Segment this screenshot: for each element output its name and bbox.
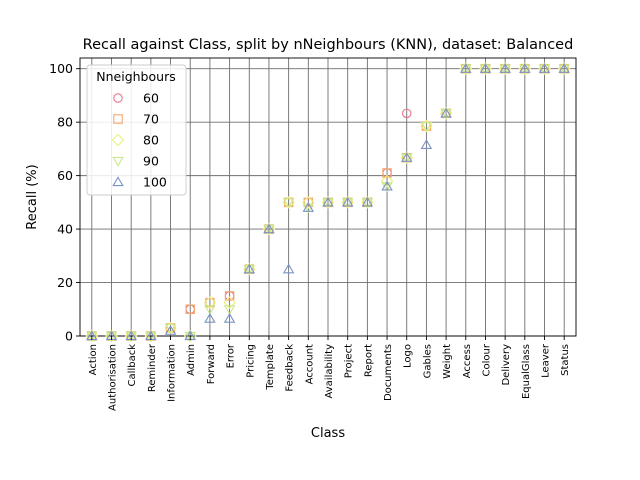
ticks-layer: Action Authorisation Callback Reminder Infor…	[49, 61, 571, 411]
data-point	[302, 202, 315, 212]
x-tick-label: Account	[304, 344, 315, 384]
chart-title: Recall against Class, split by nNeighbou…	[83, 37, 574, 53]
x-tick-label: Pricing	[245, 344, 256, 378]
y-tick-label: 40	[57, 222, 73, 237]
x-tick-label: Leaver	[541, 343, 552, 378]
data-point	[519, 63, 531, 73]
x-tick-label: Admin	[186, 344, 197, 376]
x-tick-label: Authorisation	[107, 344, 118, 411]
x-axis-label: Class	[311, 426, 345, 441]
data-point	[460, 63, 472, 73]
data-point	[382, 168, 392, 178]
legend-marker	[113, 93, 123, 103]
x-tick-label: Logo	[403, 344, 414, 368]
data-point	[303, 197, 314, 208]
data-point	[263, 223, 275, 234]
legend-label: 90	[143, 154, 159, 169]
data-point	[479, 63, 492, 73]
x-tick-label: EqualGlass	[521, 344, 532, 399]
data-point	[401, 108, 412, 119]
data-point	[185, 304, 195, 315]
data-point	[223, 312, 236, 323]
data-point	[223, 296, 236, 309]
data-point	[203, 296, 217, 309]
x-tick-label: Error	[226, 343, 237, 368]
x-tick-label: Reminder	[147, 343, 158, 392]
data-point	[243, 263, 256, 274]
data-point	[223, 305, 236, 315]
legend-label: 70	[143, 112, 159, 127]
x-tick-label: Action	[88, 344, 99, 375]
data-point	[164, 323, 177, 334]
x-tick-label: Information	[167, 344, 178, 402]
legend-label: 80	[143, 133, 159, 148]
y-tick-label: 100	[49, 61, 73, 76]
data-point	[381, 180, 393, 191]
data-point	[361, 196, 374, 207]
legend-label: 60	[143, 91, 159, 106]
x-tick-label: Delivery	[501, 344, 512, 386]
data-point	[224, 291, 235, 301]
x-tick-label: Availability	[324, 344, 335, 399]
data-point	[302, 196, 315, 209]
data-point	[400, 152, 413, 162]
x-tick-label: Documents	[383, 344, 394, 401]
x-tick-label: Access	[462, 344, 473, 378]
series-100	[86, 63, 570, 341]
y-tick-label: 80	[57, 115, 73, 130]
legend: Nneighbours 60 70 80 90 100	[86, 64, 187, 196]
data-point	[420, 139, 433, 150]
legend-title: Nneighbours	[96, 69, 175, 84]
data-point	[420, 122, 433, 132]
data-point	[164, 324, 177, 335]
legend-items: 60 70 80 90 100	[111, 91, 167, 190]
x-tick-label: Status	[560, 344, 571, 376]
data-point	[499, 63, 511, 73]
y-tick-label: 60	[57, 168, 73, 183]
x-tick-label: Colour	[481, 343, 492, 376]
y-axis-label: Recall (%)	[25, 164, 40, 229]
x-tick-label: Weight	[442, 344, 453, 379]
data-point	[322, 196, 334, 207]
data-point	[341, 196, 354, 207]
x-tick-label: Gables	[422, 344, 433, 378]
legend-marker	[112, 176, 124, 187]
points-layer	[85, 62, 571, 343]
data-point	[440, 107, 452, 118]
y-tick-label: 0	[65, 329, 73, 344]
data-point	[538, 63, 551, 73]
x-tick-label: Feedback	[285, 344, 296, 392]
legend-marker	[112, 156, 124, 167]
x-tick-label: Template	[265, 344, 276, 391]
y-tick-label: 20	[57, 275, 73, 290]
data-point	[204, 305, 216, 315]
data-point	[558, 63, 570, 73]
x-tick-label: Report	[363, 344, 374, 377]
data-point	[205, 297, 215, 308]
legend-marker	[111, 133, 125, 147]
data-point	[204, 312, 216, 323]
x-tick-label: Project	[344, 344, 355, 378]
legend-box	[86, 64, 187, 196]
x-tick-label: Forward	[206, 344, 217, 384]
legend-label: 100	[143, 175, 167, 190]
x-tick-label: Callback	[127, 344, 138, 387]
data-point	[282, 198, 295, 209]
data-point	[282, 263, 295, 274]
data-point	[380, 174, 394, 188]
legend-marker	[113, 114, 123, 124]
